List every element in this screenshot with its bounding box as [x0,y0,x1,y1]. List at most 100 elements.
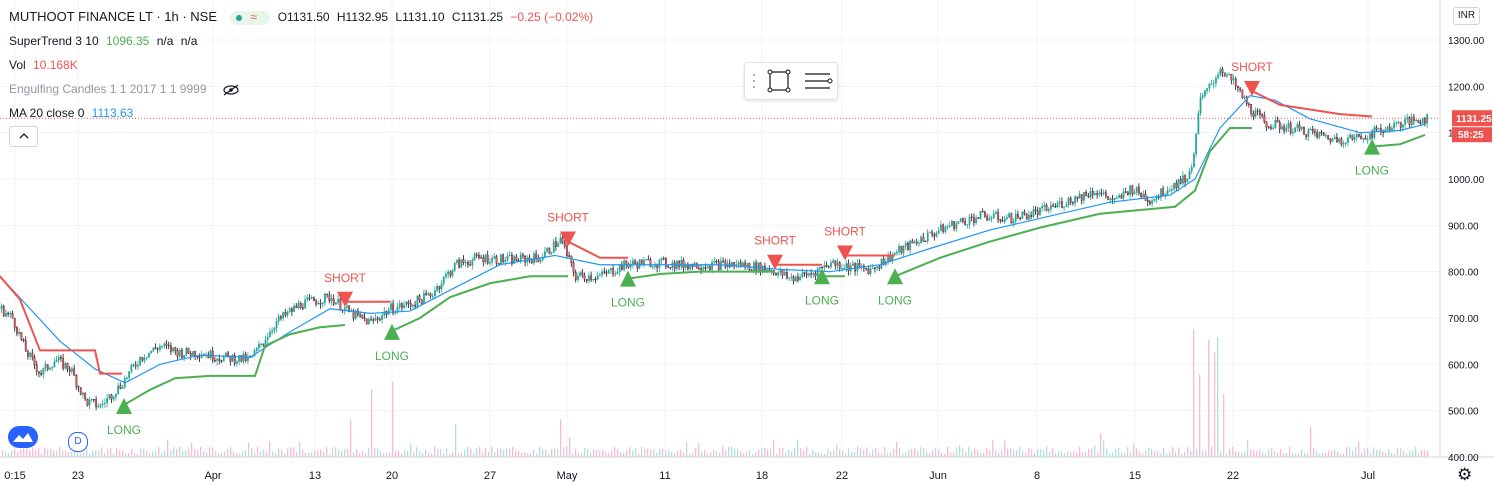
price-tick-label: 700.00 [1448,314,1479,325]
volume-bar [1133,444,1135,457]
candle [1065,204,1068,207]
volume-bar [35,449,37,457]
candle [183,354,186,358]
candle [1054,206,1057,208]
short-signal-arrow [560,231,576,247]
volume-bar [665,450,667,457]
candle [709,266,711,270]
candle [383,311,386,316]
market-status-badge[interactable]: ≈ [230,10,271,25]
volume-bar [587,448,589,457]
volume-bar [485,448,487,457]
candle [337,298,340,303]
candle [416,295,419,307]
candle [827,266,830,268]
volume-bar [773,439,775,457]
volume-bar [1019,447,1021,457]
volume-bar [47,449,49,457]
candle [192,351,194,356]
candle [1193,153,1195,168]
volume-bar [650,449,652,457]
volume-bar [839,449,841,457]
candle [2,306,5,317]
volume-bar [1421,449,1423,457]
volume-bar [497,448,499,457]
volume-bar [1310,427,1312,457]
volume-bar [1295,453,1297,457]
candle [535,253,538,259]
volume-bar [1211,446,1213,457]
volume-bar [782,448,784,457]
volume-bar [977,450,979,457]
candle [64,362,67,369]
tradingview-logo-icon[interactable] [8,426,38,448]
hidden-eye-icon[interactable] [222,84,240,96]
candle [306,297,309,300]
candle [605,272,608,274]
volume-bar [749,450,751,457]
volume-bar [1139,451,1141,457]
candle [1289,122,1292,133]
candle [1010,213,1013,224]
lines-tool-icon[interactable] [805,73,833,89]
volume-bar [1355,446,1357,457]
candle [324,293,326,303]
short-signal-label: SHORT [547,211,589,225]
candle [577,275,579,280]
volume-bar [956,447,958,457]
volume-bar [518,451,520,457]
candle [1399,121,1402,128]
candle [291,308,293,312]
currency-button[interactable]: INR [1453,7,1480,25]
volume-bar [1025,452,1027,457]
volume-bar [1109,453,1111,457]
volume-bar [950,452,952,457]
candle [999,219,1002,221]
candle [816,268,819,277]
candle [1098,192,1101,195]
volume-bar [1238,451,1240,457]
volume-bar [1157,451,1159,457]
long-signal-arrow [384,323,400,340]
candle [988,218,991,221]
candle [154,347,157,349]
settings-gear-icon[interactable]: ⚙ [1457,465,1473,484]
candle [442,276,445,284]
candle [744,262,747,267]
supertrend-legend[interactable]: SuperTrend 3 10 1096.35 n/a n/a [9,34,201,48]
candle [117,385,120,394]
volume-bar [602,450,604,457]
volume-bar [986,448,988,457]
engulfing-legend[interactable]: Engulfing Candles 1 1 2017 1 1 9999 [9,82,240,96]
volume-bar [590,452,592,457]
symbol-title[interactable]: MUTHOOT FINANCE LT · 1h · NSE [9,9,218,24]
volume-bar [521,452,523,457]
volume-bar [113,453,115,457]
volume-bar [860,448,862,457]
volume-bar [1229,448,1231,457]
candle [1362,137,1365,140]
candle [297,302,300,309]
candle [838,262,841,269]
candle [150,351,153,354]
collapse-legend-button[interactable] [9,126,38,147]
candle [909,240,912,250]
drag-handle-icon[interactable] [753,74,755,88]
volume-bar [842,450,844,457]
d-button[interactable]: D [68,432,88,452]
candle [852,263,854,266]
candle [22,339,25,341]
candle [1366,139,1369,141]
candle [935,232,938,237]
volume-bar [182,451,184,457]
rectangle-tool-icon[interactable] [767,69,791,93]
volume-bar [1265,453,1267,457]
ma-legend[interactable]: MA 20 close 0 1113.63 [9,106,137,120]
candle [805,273,808,276]
volume-bar [902,452,904,457]
candle [900,246,903,253]
volume-legend[interactable]: Vol 10.168K [9,58,82,72]
candle [1074,196,1077,204]
volume-bar [983,453,985,457]
